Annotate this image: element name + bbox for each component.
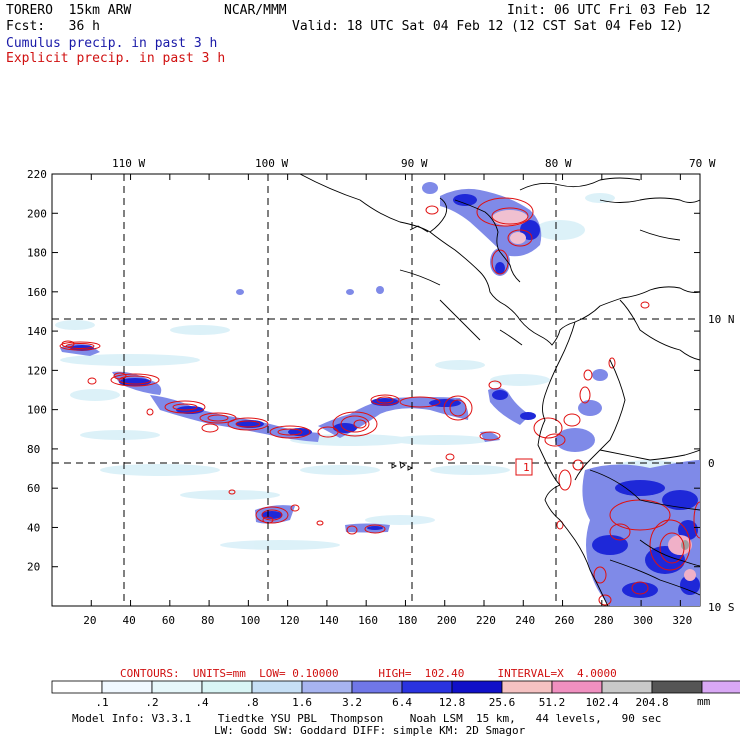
legend-swatch bbox=[51, 680, 103, 694]
legend-swatch bbox=[351, 680, 403, 694]
contour-units: UNITS=mm bbox=[192, 667, 246, 680]
y-tick-label: 120 bbox=[27, 364, 47, 377]
high-marker bbox=[515, 458, 533, 476]
y-tick-label: 160 bbox=[27, 286, 47, 299]
lat-label-0: 0 bbox=[708, 457, 715, 470]
cumulus-label: Cumulus precip. in past 3 h bbox=[6, 36, 218, 51]
contour-interval: INTERVAL=X 4.0000 bbox=[497, 667, 617, 680]
contour-info: CONTOURS: UNITS=mm LOW= 0.10000 HIGH= 10… bbox=[120, 667, 617, 680]
caribbean-pink bbox=[492, 210, 528, 244]
legend-swatch bbox=[401, 680, 453, 694]
x-tick-label: 40 bbox=[123, 614, 136, 627]
model-info: Model Info: V3.3.1 Tiedtke YSU PBL Thomp… bbox=[72, 712, 662, 725]
y-tick-label: 200 bbox=[27, 207, 47, 220]
y-tick-label: 80 bbox=[27, 443, 40, 456]
x-tick-label: 200 bbox=[437, 614, 457, 627]
south-america-gray bbox=[681, 540, 689, 550]
legend-value: 12.8 bbox=[439, 696, 466, 709]
lat-label-10s: 10 S bbox=[708, 601, 735, 614]
y-tick-label: 140 bbox=[27, 325, 47, 338]
lon-label-90w: 90 W bbox=[401, 157, 428, 170]
legend-value: 25.6 bbox=[489, 696, 516, 709]
legend-swatch bbox=[501, 680, 553, 694]
color-legend: .1 .2 .4 .8 1.6 3.2 6.4 12.8 25.6 51.2 102.4 204.8 bbox=[51, 680, 740, 709]
axis-ticks bbox=[52, 173, 700, 606]
x-tick-label: 300 bbox=[633, 614, 653, 627]
legend-swatch bbox=[551, 680, 603, 694]
legend-swatch bbox=[101, 680, 153, 694]
explicit-contours bbox=[59, 197, 700, 606]
x-tick-label: 100 bbox=[240, 614, 260, 627]
legend-swatch bbox=[151, 680, 203, 694]
lon-label-80w: 80 W bbox=[545, 157, 572, 170]
legend-value: .4 bbox=[195, 696, 209, 709]
explicit-label: Explicit precip. in past 3 h bbox=[6, 51, 226, 66]
y-tick-label: 180 bbox=[27, 247, 47, 260]
y-tick-label: 220 bbox=[27, 168, 47, 181]
y-tick-label: 40 bbox=[27, 521, 40, 534]
lon-label-110w: 110 W bbox=[112, 157, 145, 170]
y-tick-label: 100 bbox=[27, 404, 47, 417]
graticule bbox=[52, 174, 700, 606]
y-tick-label: 60 bbox=[27, 482, 40, 495]
legend-swatch bbox=[701, 680, 740, 694]
forecast-hour: Fcst: 36 h bbox=[6, 19, 100, 34]
x-tick-labels: 20 40 60 80 100 120 140 160 180 200 220 240 260 280 30… bbox=[83, 614, 692, 627]
legend-swatch bbox=[301, 680, 353, 694]
legend-value: .1 bbox=[95, 696, 108, 709]
x-tick-label: 20 bbox=[83, 614, 96, 627]
x-tick-label: 180 bbox=[397, 614, 417, 627]
x-tick-label: 60 bbox=[162, 614, 175, 627]
center-title: NCAR/MMM bbox=[224, 3, 287, 18]
lat-label-10n: 10 N bbox=[708, 313, 735, 326]
x-tick-label: 320 bbox=[672, 614, 692, 627]
legend-value: 3.2 bbox=[342, 696, 362, 709]
x-tick-label: 120 bbox=[280, 614, 300, 627]
y-tick-labels: 20 40 60 80 100 120 140 160 180 200 220 bbox=[27, 168, 47, 574]
south-america-pink bbox=[668, 535, 696, 581]
model-physics: LW: Godd SW: Goddard DIFF: simple KM: 2D… bbox=[214, 724, 526, 737]
contour-low: LOW= 0.10000 bbox=[259, 667, 339, 680]
model-title: TORERO 15km ARW bbox=[6, 3, 132, 18]
caribbean-core bbox=[453, 194, 540, 274]
x-tick-label: 140 bbox=[319, 614, 339, 627]
y-tick-label: 20 bbox=[27, 561, 40, 574]
x-tick-label: 260 bbox=[555, 614, 575, 627]
legend-value: 51.2 bbox=[539, 696, 566, 709]
legend-value: 6.4 bbox=[392, 696, 412, 709]
legend-swatch bbox=[601, 680, 653, 694]
init-time: Init: 06 UTC Fri 03 Feb 12 bbox=[507, 3, 711, 18]
x-tick-label: 80 bbox=[201, 614, 214, 627]
x-tick-label: 280 bbox=[594, 614, 614, 627]
lon-label-100w: 100 W bbox=[255, 157, 288, 170]
legend-value: 1.6 bbox=[292, 696, 312, 709]
x-tick-label: 220 bbox=[476, 614, 496, 627]
contour-label: CONTOURS: bbox=[120, 667, 180, 680]
legend-swatch bbox=[201, 680, 253, 694]
valid-time: Valid: 18 UTC Sat 04 Feb 12 (12 CST Sat … bbox=[292, 19, 684, 34]
coastlines bbox=[299, 174, 700, 606]
x-tick-label: 160 bbox=[358, 614, 378, 627]
legend-value: 102.4 bbox=[586, 696, 619, 709]
legend-swatch bbox=[651, 680, 703, 694]
map-content: 1 bbox=[52, 174, 700, 606]
legend-unit: mm bbox=[697, 695, 711, 708]
contour-high: HIGH= 102.40 bbox=[378, 667, 465, 680]
high-marker-label: 1 bbox=[523, 461, 530, 474]
lon-label-70w: 70 W bbox=[689, 157, 716, 170]
legend-value: .8 bbox=[245, 696, 258, 709]
legend-swatch bbox=[251, 680, 303, 694]
legend-value: .2 bbox=[145, 696, 158, 709]
legend-value: 204.8 bbox=[636, 696, 669, 709]
x-tick-label: 240 bbox=[515, 614, 535, 627]
legend-swatch bbox=[451, 680, 503, 694]
